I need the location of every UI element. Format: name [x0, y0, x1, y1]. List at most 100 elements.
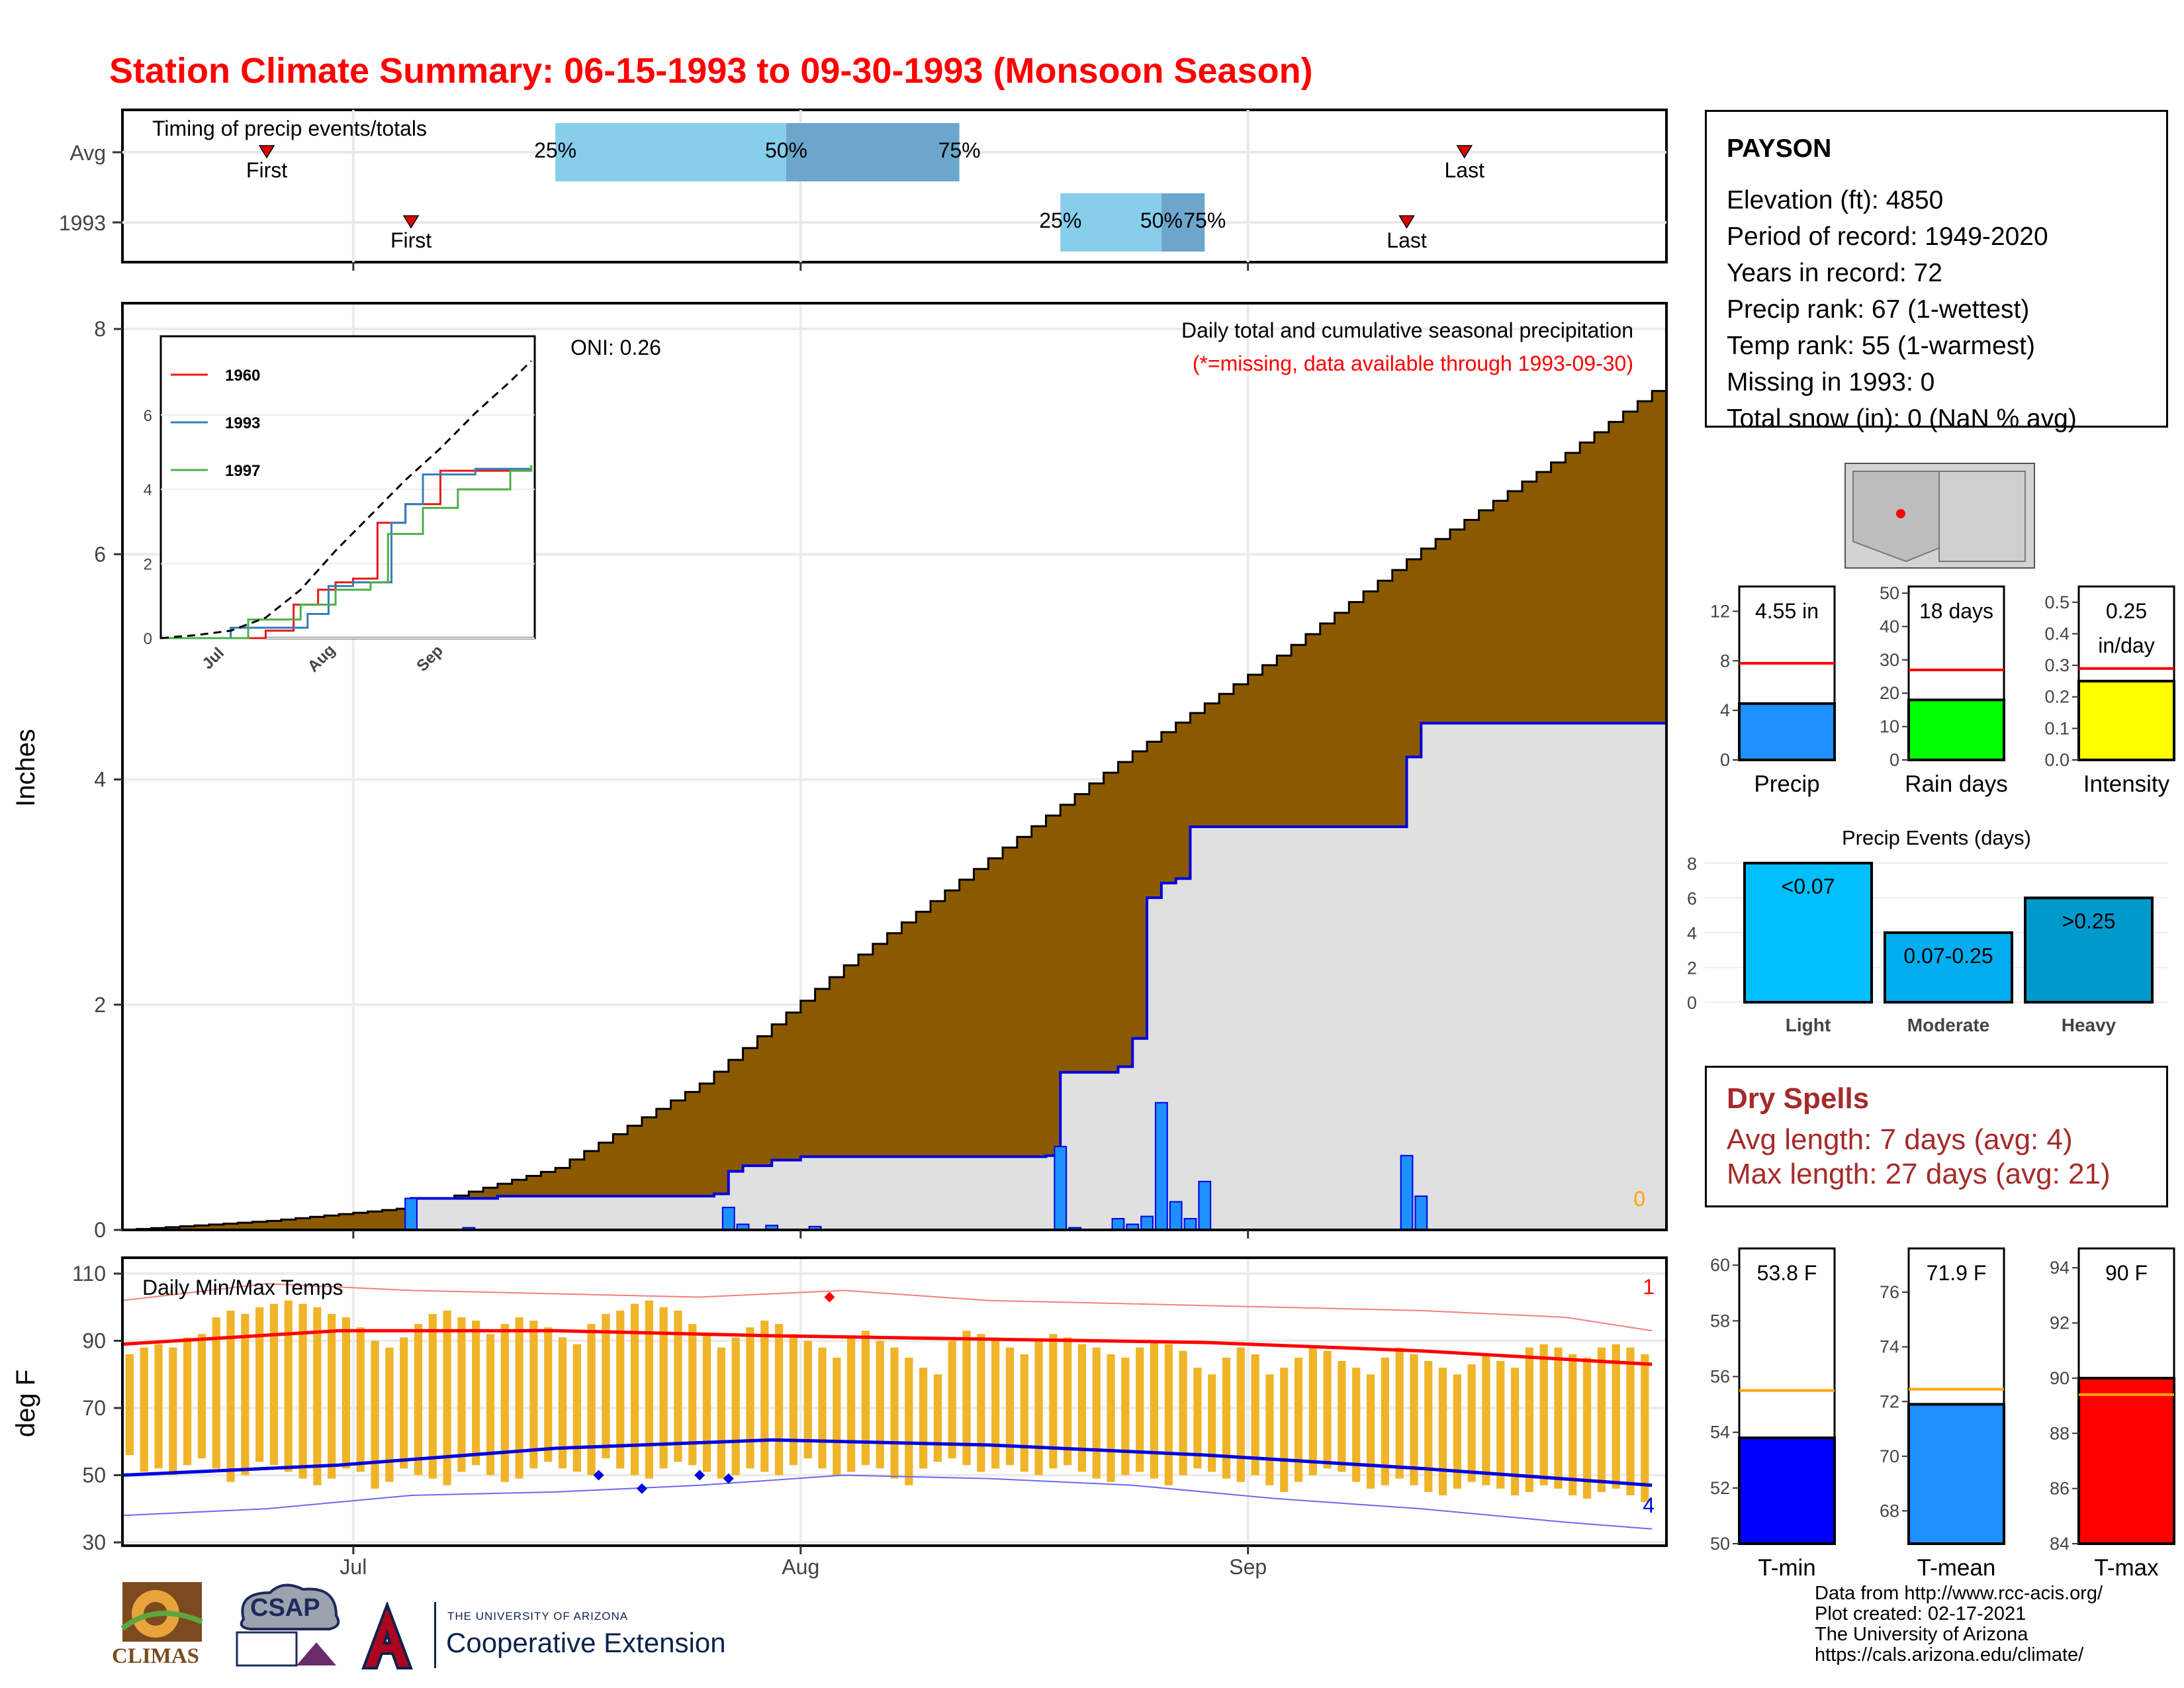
temp-summary-0-ytick-label: 50	[1710, 1534, 1730, 1554]
daily-temp-bar	[385, 1347, 394, 1482]
temp-chart-title: Daily Min/Max Temps	[142, 1276, 343, 1299]
daily-temp-bar	[919, 1368, 928, 1469]
temp-summary-2-bar	[2077, 1376, 2175, 1545]
daily-temp-bar	[140, 1347, 148, 1472]
daily-temp-bar	[125, 1354, 134, 1456]
dry-spells-max: Max length: 27 days (avg: 21)	[1727, 1158, 2111, 1190]
daily-temp-bar	[1092, 1347, 1101, 1479]
timing-first-marker-label: First	[390, 228, 432, 252]
footer-line: The University of Arizona	[1815, 1624, 2028, 1645]
daily-temp-bar	[1150, 1340, 1159, 1479]
daily-precip-bar	[1169, 1201, 1183, 1231]
precip-events-ytick-label: 4	[1687, 923, 1697, 943]
precip-summary-1-ytick-label: 30	[1880, 650, 1899, 670]
temp-summary-1-name-label: T-mean	[1917, 1555, 1996, 1581]
temp-ytick-label: 50	[82, 1464, 106, 1487]
inset-legend-label: 1993	[225, 414, 260, 432]
daily-temp-bar	[1121, 1357, 1130, 1476]
record-low-marker	[593, 1470, 604, 1481]
daily-precip-bar	[1111, 1217, 1125, 1231]
daily-temp-bar	[1280, 1368, 1289, 1492]
daily-precip-bar	[1140, 1215, 1154, 1231]
daily-temp-bar	[183, 1337, 192, 1466]
daily-precip-bar	[1154, 1102, 1168, 1231]
daily-temp-bar	[717, 1347, 725, 1479]
timing-quantile-label: 75%	[1183, 209, 1226, 232]
daily-temp-bar	[1236, 1347, 1245, 1482]
timing-panel-label: Timing of precip events/totals	[152, 117, 427, 140]
inset-series-1997	[161, 465, 533, 639]
normal-min-line	[122, 1438, 1653, 1487]
footer-credits: Data from http://www.rcc-acis.org/Plot c…	[1815, 1583, 2103, 1665]
daily-temp-bar	[443, 1310, 451, 1485]
daily-temp-bar	[572, 1344, 581, 1472]
precip-summary-2-value-unit: in/day	[2098, 633, 2154, 657]
precip-summary-1-ytick-label: 50	[1880, 583, 1899, 603]
dry-spells-title: Dry Spells	[1727, 1082, 1870, 1115]
csap-logo-text: CSAP	[250, 1594, 320, 1622]
temp-summary-2-ytick-label: 94	[2050, 1258, 2070, 1278]
record-high-line	[122, 1283, 1653, 1332]
daily-temp-bar	[1323, 1350, 1332, 1469]
timing-last-marker-label: Last	[1445, 158, 1485, 182]
daily-temp-bar	[746, 1327, 754, 1469]
daily-temp-bar	[948, 1340, 956, 1459]
station-location-marker	[1896, 509, 1905, 518]
daily-temp-bar	[1554, 1347, 1563, 1489]
temp-summary-1-ytick-label: 74	[1880, 1337, 1899, 1357]
daily-temp-bar	[905, 1357, 913, 1485]
station-detail-line: Period of record: 1949-2020	[1727, 222, 2048, 251]
daily-temp-bar	[1467, 1364, 1476, 1482]
daily-temp-bar	[803, 1340, 812, 1459]
daily-temp-bar	[1352, 1368, 1361, 1482]
temp-summary-1-bar	[1907, 1403, 2005, 1546]
ua-logo	[361, 1602, 414, 1671]
main-ytick-label: 8	[94, 317, 106, 341]
temp-summary-0-ytick-label: 60	[1710, 1255, 1730, 1275]
station-detail-line: Years in record: 72	[1727, 259, 1942, 287]
temp-summary-1-ytick-label: 68	[1880, 1501, 1899, 1521]
daily-temp-bar	[1482, 1354, 1490, 1485]
ua-divider	[434, 1602, 436, 1668]
precip-events-bar-label: 0.07-0.25	[1903, 944, 1993, 968]
daily-temp-bar	[1525, 1347, 1533, 1492]
map-state-outline	[1938, 471, 2026, 562]
daily-temp-bar	[313, 1307, 322, 1485]
temp-summary-0-bar	[1738, 1436, 1836, 1546]
page-title: Station Climate Summary: 06-15-1993 to 0…	[109, 51, 1313, 91]
daily-temp-bar	[1294, 1357, 1303, 1482]
daily-temp-bar	[1077, 1344, 1087, 1472]
daily-temp-bar	[1569, 1354, 1577, 1495]
timing-first-marker	[402, 215, 420, 229]
precip-summary-1-value-label: 18 days	[1919, 599, 1993, 623]
timing-quantile-label: 50%	[1140, 209, 1183, 232]
temp-summary-0-ytick-label: 58	[1710, 1311, 1730, 1331]
record-low-marker	[694, 1470, 705, 1481]
timing-bar-25-50	[1060, 193, 1161, 252]
daily-temp-bar	[602, 1313, 610, 1459]
daily-temp-bar	[241, 1313, 250, 1476]
daily-temp-bar	[731, 1337, 740, 1476]
inset-ytick-label: 2	[144, 556, 152, 574]
daily-temp-bar	[472, 1321, 480, 1466]
inset-legend-label: 1960	[225, 367, 260, 385]
daily-temp-bar	[154, 1344, 163, 1469]
daily-temp-bar	[1005, 1347, 1015, 1466]
temp-xtick-label: Aug	[782, 1555, 819, 1579]
precip-summary-0-name-label: Precip	[1754, 771, 1819, 797]
precip-summary-1-ytick-label: 20	[1880, 683, 1899, 703]
temp-summary-2-ytick-label: 88	[2050, 1423, 2070, 1443]
main-chart-subheader: (*=missing, data available through 1993-…	[1193, 352, 1633, 375]
daily-temp-bar	[1424, 1360, 1433, 1492]
daily-temp-bar	[1597, 1347, 1606, 1492]
record-high-count: 1	[1643, 1275, 1655, 1299]
precip-summary-1-ytick-label: 10	[1880, 717, 1899, 737]
main-corner-value: 0	[1633, 1187, 1645, 1211]
precip-summary-0-bar	[1738, 702, 1836, 761]
normal-max-line	[122, 1329, 1653, 1366]
timing-last-marker	[1398, 215, 1415, 229]
oni-label: ONI: 0.26	[570, 336, 661, 359]
daily-temp-bar	[356, 1327, 365, 1472]
precip-events-bar-label: >0.25	[2062, 909, 2116, 933]
